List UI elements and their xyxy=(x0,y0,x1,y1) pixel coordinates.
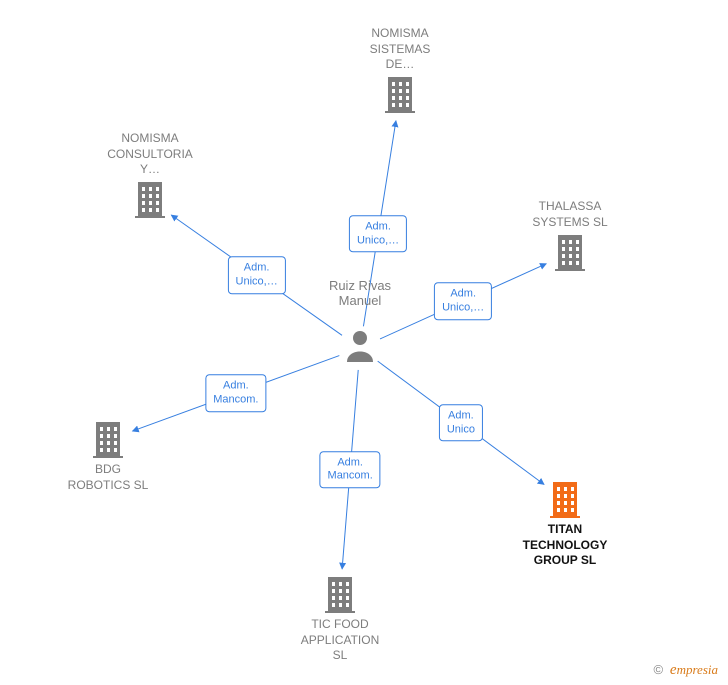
building-icon xyxy=(135,182,165,218)
watermark: © empresia xyxy=(653,662,718,679)
edge-label: Adm. Mancom. xyxy=(205,375,266,413)
node-label: NOMISMA CONSULTORIA Y… xyxy=(107,131,193,178)
node-label: TIC FOOD APPLICATION SL xyxy=(301,617,379,664)
node-label: TITAN TECHNOLOGY GROUP SL xyxy=(523,522,608,569)
copyright-symbol: © xyxy=(653,662,663,677)
center-node-label: Ruiz Rivas Manuel xyxy=(329,278,391,308)
edge-label: Adm. Unico xyxy=(439,404,483,442)
node-label: THALASSA SYSTEMS SL xyxy=(532,199,607,230)
building-icon xyxy=(93,422,123,458)
node-label: NOMISMA SISTEMAS DE… xyxy=(370,26,431,73)
watermark-brand: empresia xyxy=(667,662,718,677)
edge-label: Adm. Unico,… xyxy=(228,256,286,294)
edge-label: Adm. Unico,… xyxy=(349,215,407,253)
building-icon xyxy=(385,77,415,113)
building-icon xyxy=(325,577,355,613)
edge-label: Adm. Mancom. xyxy=(320,451,381,489)
node-label: BDG ROBOTICS SL xyxy=(68,462,149,493)
building-icon xyxy=(555,235,585,271)
nodes-layer xyxy=(0,0,728,685)
building-icon xyxy=(550,482,580,518)
edge-label: Adm. Unico,… xyxy=(434,283,492,321)
person-icon xyxy=(347,331,373,362)
